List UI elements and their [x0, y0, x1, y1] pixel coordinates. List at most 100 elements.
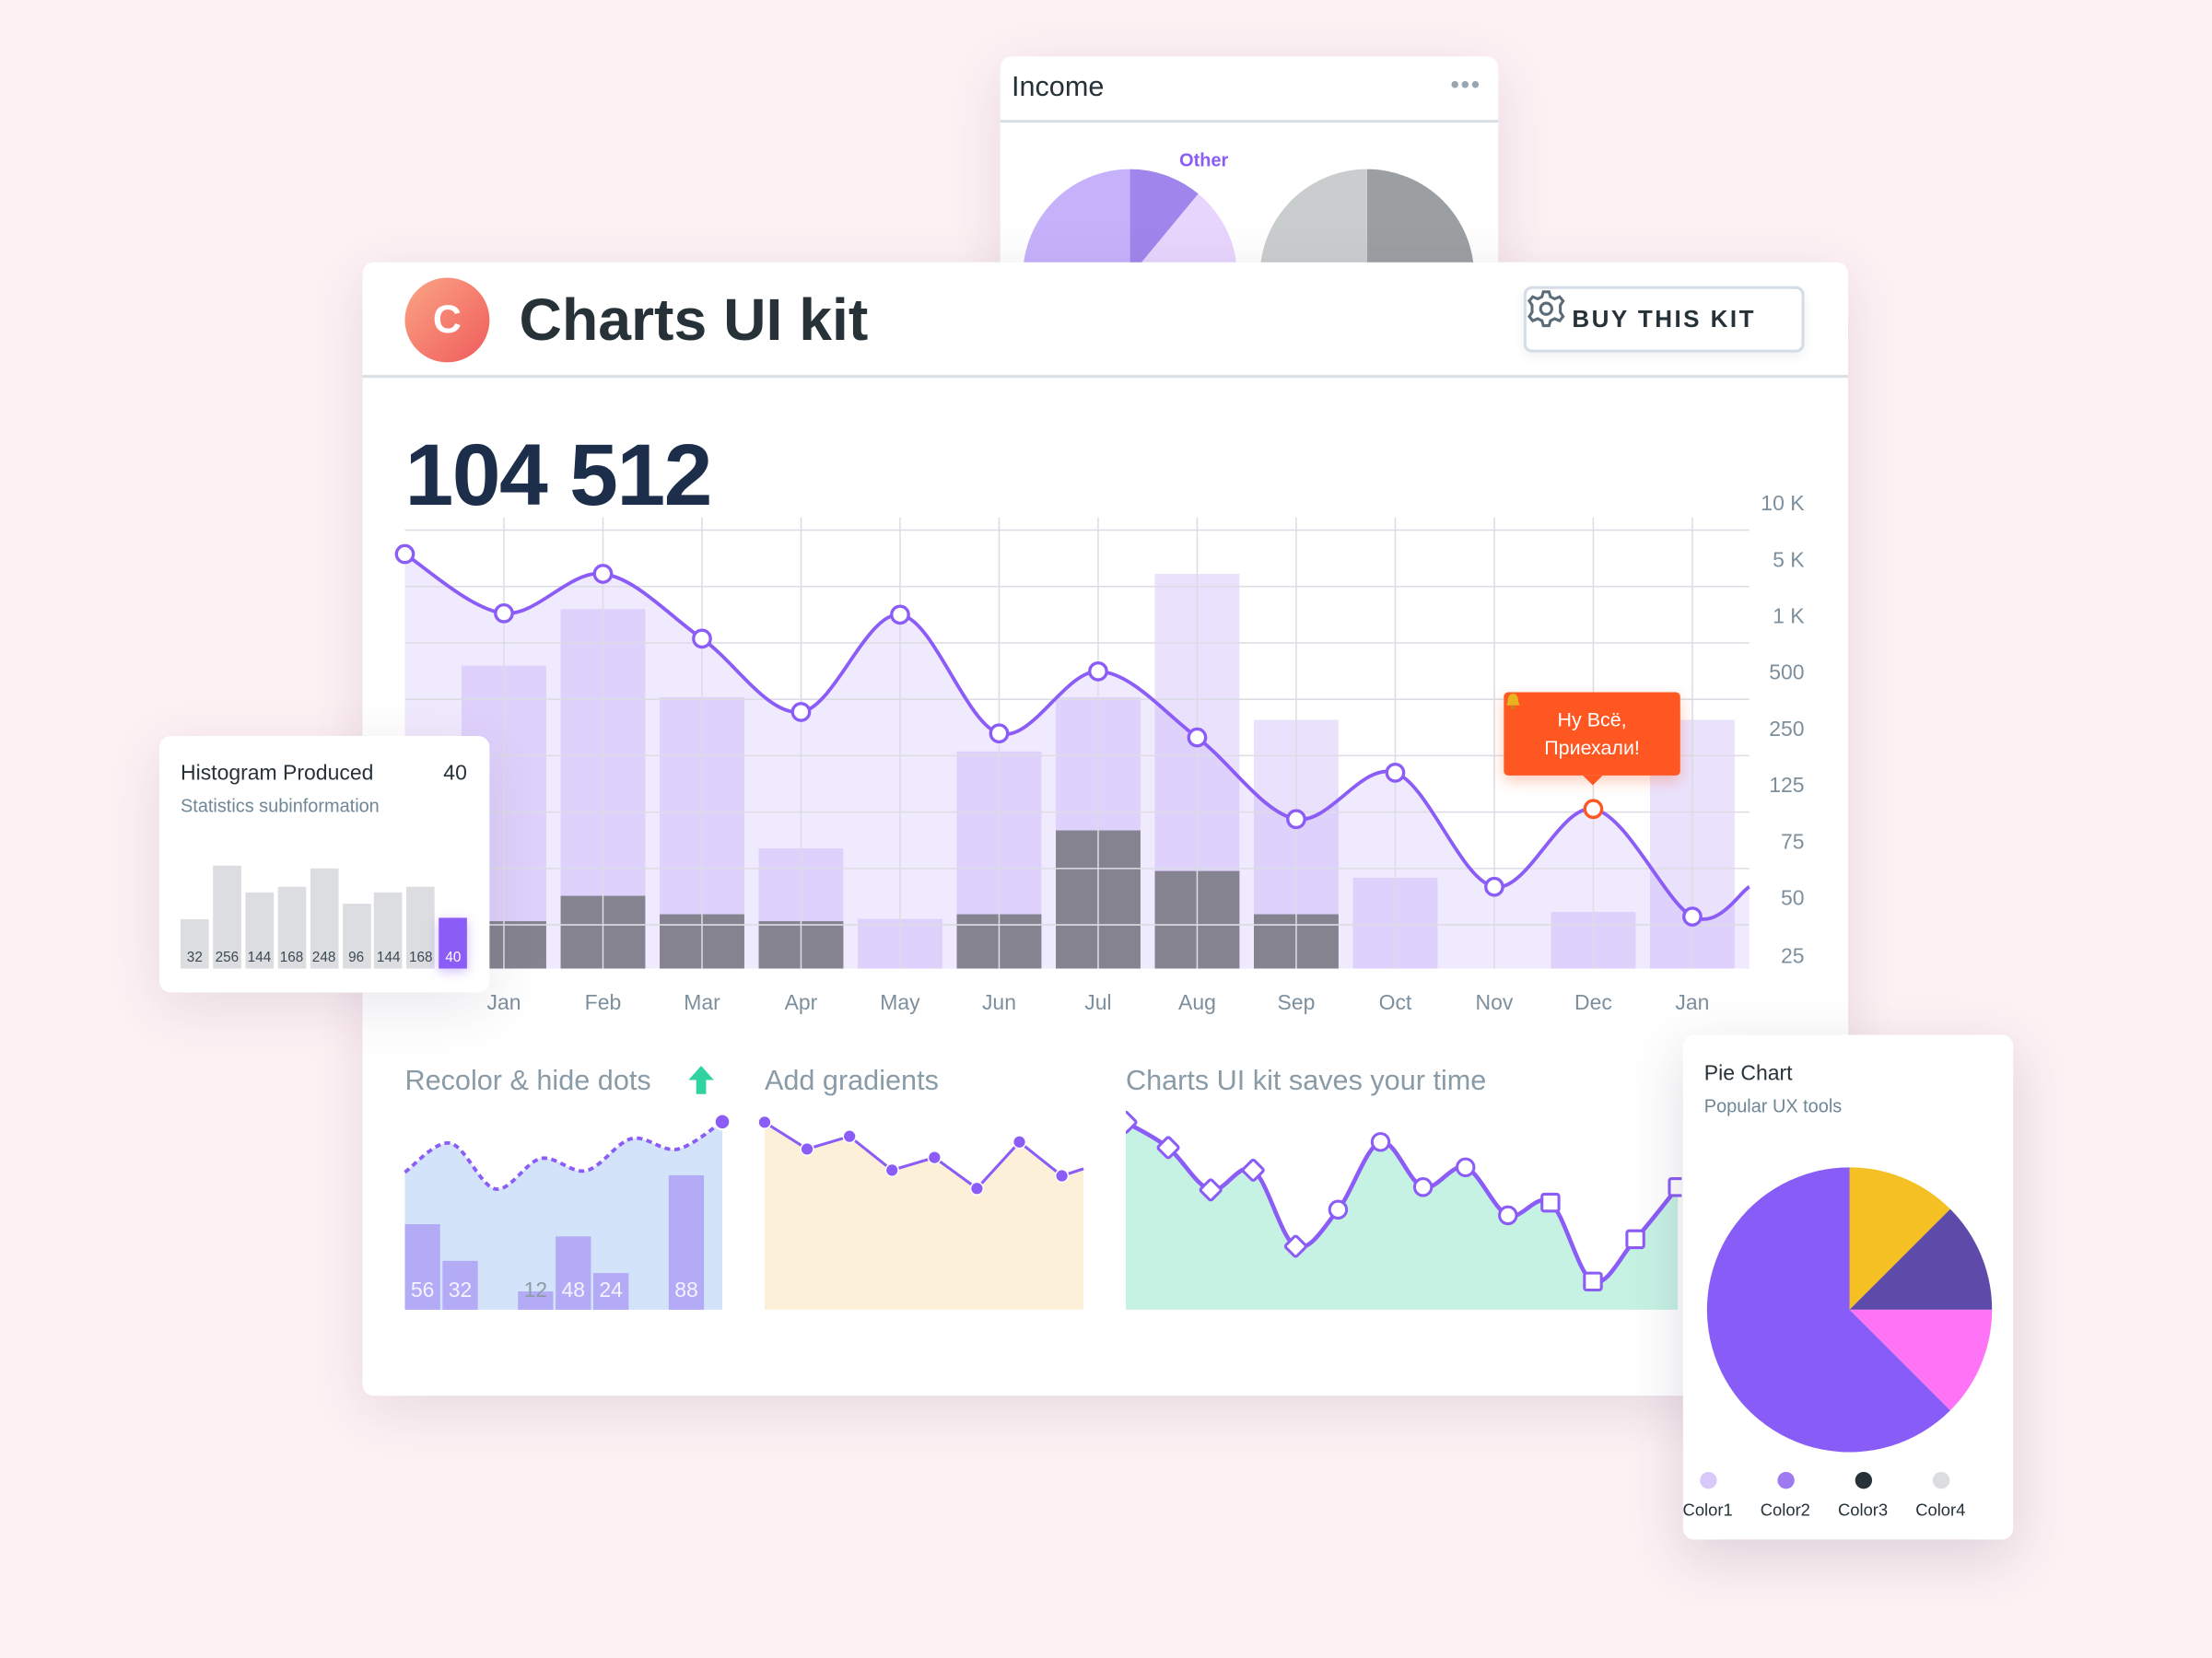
mini-chart-title: Recolor & hide dots — [404, 1065, 650, 1096]
recolor-bar — [668, 1174, 705, 1310]
histogram-bar[interactable]: 168 — [406, 886, 436, 969]
diamond-marker — [1199, 1178, 1223, 1202]
gradients-point — [884, 1162, 899, 1178]
recolor-bar — [518, 1291, 554, 1310]
recolor-bar — [556, 1236, 591, 1310]
histogram-bar[interactable]: 144 — [245, 893, 274, 969]
line-point — [494, 602, 514, 624]
saves-time-area — [1125, 1122, 1679, 1310]
buy-kit-button[interactable]: BUY THIS KIT — [1523, 286, 1805, 353]
x-tick-label: Feb — [585, 990, 622, 1014]
histogram-bar-label: 144 — [247, 950, 272, 966]
gradients-point — [969, 1181, 985, 1196]
x-tick-label: Dec — [1574, 990, 1612, 1014]
mini-chart-title: Add gradients — [765, 1065, 939, 1096]
legend-item[interactable]: Color4 — [1902, 1471, 1979, 1523]
tooltip: Ну Всё, Приехали! — [1504, 692, 1680, 786]
square-marker — [1668, 1177, 1682, 1197]
histogram-bar-label: 248 — [311, 950, 336, 966]
gradients-point — [800, 1141, 814, 1157]
diamond-marker — [1125, 1110, 1138, 1134]
x-tick-label: Apr — [785, 990, 818, 1014]
gradients-point — [757, 1115, 772, 1130]
buy-button-label: BUY THIS KIT — [1572, 305, 1756, 333]
square-marker — [1540, 1192, 1561, 1213]
y-tick-label: 250 — [1769, 717, 1804, 741]
histogram-bar[interactable]: 248 — [310, 868, 338, 969]
header-divider — [362, 375, 1849, 379]
x-tick-label: Jul — [1084, 990, 1111, 1014]
line-point — [1484, 876, 1504, 897]
circle-marker — [1412, 1177, 1434, 1197]
histogram-bar[interactable]: 32 — [181, 919, 209, 969]
app-title: Charts UI kit — [519, 286, 869, 353]
logo: C — [404, 277, 490, 363]
more-dots-icon[interactable]: ••• — [1450, 70, 1481, 99]
x-tick-label: Nov — [1476, 990, 1514, 1014]
arrow-up-shape — [688, 1066, 714, 1094]
tooltip-line2: Приехали! — [1544, 735, 1640, 759]
histogram-bar[interactable]: 96 — [342, 904, 370, 969]
line-point — [890, 604, 910, 625]
histogram-bar[interactable]: 168 — [277, 886, 306, 969]
gradients-point — [842, 1129, 857, 1144]
line-point — [592, 564, 614, 584]
legend-item[interactable]: Color3 — [1824, 1471, 1902, 1523]
legend-item[interactable]: Color2 — [1747, 1471, 1824, 1523]
recolor-end-dot — [713, 1113, 731, 1131]
divider — [1000, 120, 1499, 123]
histogram-bars: 32 256 144 168 248 96 144 168 40 — [159, 736, 489, 993]
histogram-bar-label: 168 — [409, 950, 433, 966]
diamond-marker — [1283, 1234, 1307, 1258]
y-tick-label: 10 K — [1761, 491, 1805, 515]
x-tick-label: Jan — [486, 990, 521, 1014]
x-tick-label: Jun — [982, 990, 1016, 1014]
recolor-bar-label: 32 — [449, 1278, 473, 1302]
legend-dot — [1776, 1471, 1795, 1489]
histogram-bar-label: 144 — [376, 950, 401, 966]
line-point — [1088, 661, 1108, 682]
histogram-bar[interactable]: 40 — [439, 917, 468, 969]
pie-slice — [1849, 1167, 1950, 1310]
recolor-dashed-line — [404, 1120, 724, 1191]
income-card: Income ••• Other — [1000, 56, 1499, 297]
recolor-bar-label: 88 — [674, 1278, 698, 1302]
line-point — [790, 702, 812, 722]
square-marker — [1583, 1271, 1603, 1292]
tooltip-line1: Ну Всё, — [1557, 707, 1627, 730]
line-point — [692, 628, 712, 649]
x-tick-label: Mar — [684, 990, 720, 1014]
pie-chart — [1706, 1167, 1993, 1453]
pie-slice — [1849, 1208, 1993, 1310]
saves-time-chart — [1125, 1110, 1682, 1310]
line-point — [394, 543, 415, 565]
legend-item[interactable]: Color1 — [1683, 1471, 1747, 1523]
legend-dot — [1932, 1471, 1949, 1489]
total-value: 104 512 — [404, 426, 712, 525]
gradients-area — [764, 1122, 1084, 1310]
y-tick-label: 5 K — [1773, 547, 1805, 571]
recolor-area — [404, 1121, 723, 1310]
legend-label: Color4 — [1915, 1500, 1966, 1520]
y-tick-label: 1 K — [1773, 604, 1805, 628]
y-tick-label: 25 — [1781, 943, 1805, 967]
gear-icon — [1527, 290, 1565, 328]
line-point — [989, 723, 1010, 744]
histogram-bar[interactable]: 256 — [213, 866, 241, 969]
circle-marker — [1455, 1157, 1476, 1178]
mini-chart-title: Charts UI kit saves your time — [1126, 1065, 1486, 1096]
histogram-bar-label: 40 — [445, 950, 462, 966]
legend-label: Color3 — [1837, 1500, 1889, 1520]
x-tick-label: May — [880, 990, 920, 1014]
recolor-bar-label: 56 — [411, 1278, 435, 1302]
gradients-point — [1012, 1135, 1027, 1150]
gradients-point — [927, 1150, 942, 1165]
recolor-bar — [404, 1224, 440, 1310]
histogram-bar[interactable]: 144 — [374, 893, 404, 969]
y-tick-label: 75 — [1781, 829, 1805, 853]
x-tick-label: Oct — [1379, 990, 1412, 1014]
histogram-title: Histogram Produced — [181, 761, 374, 786]
pie-label-other: Other — [1179, 149, 1229, 171]
pie-subtitle: Popular UX tools — [1703, 1095, 1843, 1117]
